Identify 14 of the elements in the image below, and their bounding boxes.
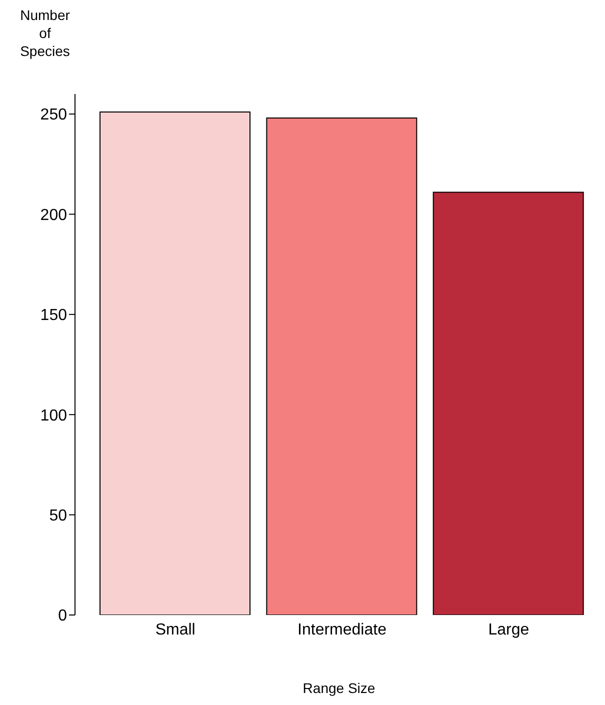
y-axis-title: Number of Species	[19, 6, 71, 60]
x-axis-title: Range Size	[302, 680, 376, 696]
x-tick-label: Small	[155, 621, 196, 638]
y-tick-label: 50	[49, 507, 68, 524]
y-tick-label: 200	[40, 206, 68, 224]
bar	[100, 112, 250, 615]
y-tick-label: 100	[40, 407, 68, 424]
x-tick-label: Large	[488, 621, 530, 638]
bar	[266, 118, 418, 615]
x-tick-label: Intermediate	[298, 621, 387, 638]
y-tick-label: 250	[40, 106, 68, 124]
y-tick-label: 0	[58, 608, 68, 625]
bar	[432, 192, 584, 615]
y-tick-label: 150	[40, 307, 68, 324]
